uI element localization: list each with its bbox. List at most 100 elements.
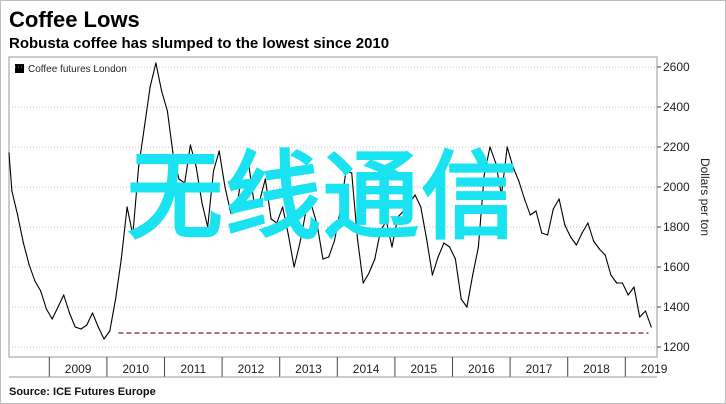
data-point xyxy=(500,194,503,196)
data-point xyxy=(138,166,140,168)
data-point xyxy=(385,220,387,222)
data-point xyxy=(546,234,549,236)
x-tick-label: 2016 xyxy=(468,362,495,376)
data-point xyxy=(529,214,531,216)
data-point xyxy=(224,186,226,188)
data-point xyxy=(155,62,157,64)
data-point xyxy=(351,172,353,174)
data-point xyxy=(230,212,232,214)
data-point xyxy=(235,208,238,210)
data-point xyxy=(535,210,537,212)
data-point xyxy=(68,312,71,314)
legend-label: Coffee futures London xyxy=(28,64,127,75)
data-point xyxy=(11,190,13,192)
data-point xyxy=(472,274,474,276)
data-point xyxy=(650,326,652,328)
data-point xyxy=(247,158,249,160)
data-point xyxy=(604,254,606,256)
data-point xyxy=(195,166,197,168)
data-point xyxy=(368,272,370,274)
data-point xyxy=(477,246,480,248)
data-point xyxy=(258,200,261,202)
data-point xyxy=(616,282,618,284)
data-point xyxy=(426,238,428,240)
data-point xyxy=(420,206,422,208)
data-point xyxy=(241,170,243,172)
data-point xyxy=(633,286,635,288)
data-point xyxy=(627,294,629,296)
x-tick-label: 2009 xyxy=(65,362,92,376)
data-point xyxy=(437,256,439,258)
data-point xyxy=(483,174,485,176)
data-point xyxy=(126,206,128,208)
x-tick-label: 2015 xyxy=(410,362,437,376)
data-point xyxy=(22,242,24,244)
data-point xyxy=(287,234,289,236)
data-point xyxy=(253,200,255,202)
data-point xyxy=(495,162,497,164)
data-point xyxy=(408,202,410,204)
data-point xyxy=(316,224,318,226)
data-point xyxy=(264,178,266,180)
data-point xyxy=(161,90,163,92)
data-point xyxy=(80,328,82,330)
watermark-text: 无线通信 xyxy=(127,141,519,253)
y-tick-label: 2400 xyxy=(663,100,690,114)
data-point xyxy=(143,126,145,128)
data-point xyxy=(558,198,560,200)
data-point xyxy=(575,244,577,246)
data-point xyxy=(293,266,295,268)
data-point xyxy=(374,258,376,260)
data-point xyxy=(57,306,59,308)
data-point xyxy=(541,232,543,234)
data-point xyxy=(282,206,284,208)
data-point xyxy=(345,170,347,172)
data-point xyxy=(397,216,399,218)
data-point xyxy=(28,264,30,266)
chart-title: Coffee Lows xyxy=(9,7,140,32)
data-point xyxy=(74,326,76,328)
data-point xyxy=(201,202,203,204)
data-point xyxy=(207,226,209,228)
data-point xyxy=(443,242,445,244)
data-point xyxy=(218,150,220,152)
source-note: Source: ICE Futures Europe xyxy=(9,386,156,398)
data-point xyxy=(40,290,42,292)
data-point xyxy=(109,330,111,332)
data-point xyxy=(120,258,122,260)
data-point xyxy=(166,110,168,112)
data-point xyxy=(587,222,589,224)
data-point xyxy=(454,258,456,260)
data-point xyxy=(310,204,312,206)
y-tick-label: 2600 xyxy=(663,60,690,74)
data-point xyxy=(460,298,462,300)
y-tick-label: 1400 xyxy=(663,300,690,314)
x-tick-label: 2013 xyxy=(295,362,322,376)
data-point xyxy=(189,144,192,146)
data-point xyxy=(564,224,566,226)
data-point xyxy=(328,256,330,258)
data-point xyxy=(149,86,151,88)
x-tick-label: 2019 xyxy=(641,362,668,376)
data-point xyxy=(362,282,364,284)
data-point xyxy=(466,306,468,308)
data-point xyxy=(552,208,554,210)
data-point xyxy=(414,194,416,196)
data-point xyxy=(512,166,514,168)
data-point xyxy=(639,316,641,318)
data-point xyxy=(391,246,393,248)
data-point xyxy=(97,326,99,328)
data-point xyxy=(593,240,595,242)
x-tick-label: 2011 xyxy=(180,362,206,376)
x-tick-label: 2017 xyxy=(526,362,553,376)
y-axis-label: Dollars per ton xyxy=(698,158,712,236)
data-point xyxy=(644,310,647,312)
data-point xyxy=(379,230,382,232)
y-tick-label: 2200 xyxy=(663,140,690,154)
data-point xyxy=(299,242,301,244)
data-point xyxy=(339,210,341,212)
data-point xyxy=(172,154,174,156)
data-point xyxy=(305,212,307,214)
y-tick-label: 1800 xyxy=(663,220,690,234)
